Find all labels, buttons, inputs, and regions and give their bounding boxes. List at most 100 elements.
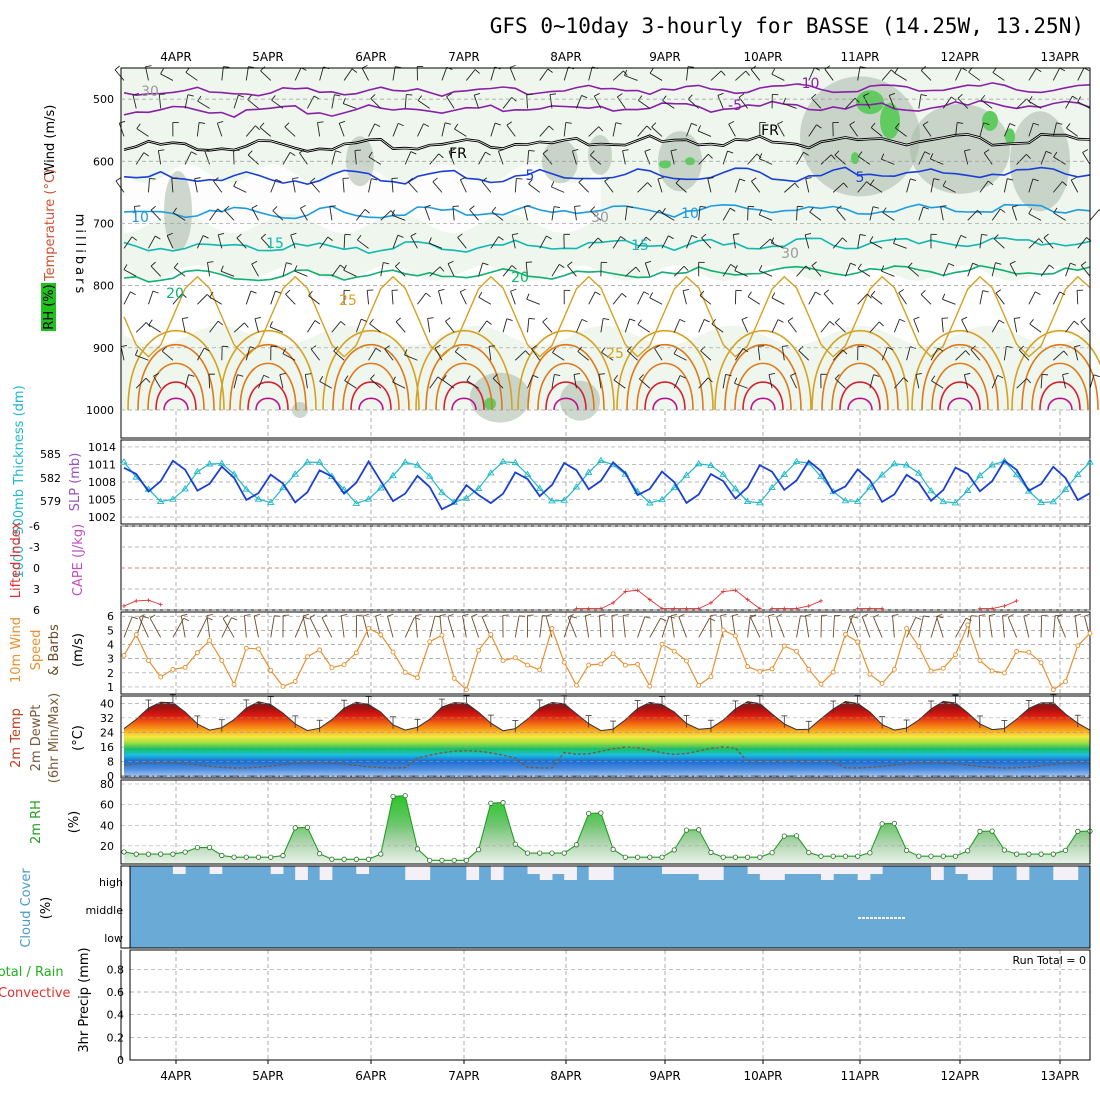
high-cloud-gap	[772, 866, 785, 880]
wind-barb	[882, 212, 895, 221]
contour-label: FR	[761, 123, 779, 139]
wind-barb	[915, 374, 920, 389]
wind-barb-flag	[604, 177, 610, 182]
wind-barb-flag	[651, 122, 657, 128]
wind-barb	[446, 96, 455, 109]
wind-barb-flag	[272, 206, 278, 212]
wind-barb-flag	[624, 69, 628, 76]
wind-barb	[506, 124, 516, 137]
high-cloud-gap	[747, 866, 761, 874]
wind-speed-point	[451, 675, 457, 681]
temp-tick-label: 8	[107, 756, 114, 769]
wind-speed-point	[855, 639, 861, 645]
wind-barb	[368, 123, 376, 137]
thickness-point	[438, 488, 446, 495]
surface-temp-contour	[750, 397, 776, 411]
wind-barb-flag	[741, 316, 748, 320]
wind-barb	[1077, 237, 1087, 249]
wind-barb	[542, 153, 553, 165]
wind-barb-flag	[697, 125, 701, 132]
wind-barb	[771, 319, 779, 333]
wind-barb-flag	[1032, 178, 1039, 182]
wind-barb	[750, 69, 761, 81]
thickness-point	[584, 468, 593, 475]
wind-barb-flag	[585, 613, 592, 617]
wind-barb-flag	[673, 348, 678, 355]
wind-barb	[1066, 127, 1079, 137]
wind-barb-flag	[887, 346, 894, 351]
wind-barb	[804, 234, 810, 249]
high-cloud-gap	[1053, 866, 1067, 880]
wind-barb	[670, 150, 675, 165]
wind-barb-flag	[995, 289, 1002, 294]
thickness-point	[963, 486, 972, 494]
contour-label: -5	[728, 98, 742, 114]
wind-barb-flag	[965, 350, 970, 356]
wind-barb-flag	[383, 262, 390, 265]
rh-frame	[120, 779, 1091, 865]
wind-barb	[790, 375, 797, 389]
wind-barb	[153, 375, 162, 389]
wind-barb	[236, 237, 247, 249]
wind-barb-flag	[260, 233, 267, 239]
wind-barb	[612, 70, 624, 81]
wind-barb	[329, 206, 333, 221]
wind-barb	[930, 616, 938, 638]
wind-speed-point	[243, 645, 249, 651]
li-point	[1014, 598, 1019, 603]
wind-barb	[196, 347, 205, 361]
wind-barb-flag	[439, 266, 445, 272]
wind-barb	[1007, 616, 1018, 638]
wind-barb	[184, 94, 189, 109]
wind-barb-flag	[770, 237, 775, 244]
wind-barb	[574, 206, 577, 221]
wind-speed-point	[170, 666, 176, 672]
wind-barb	[1009, 263, 1018, 277]
thickness-point	[315, 458, 324, 465]
wind-barb	[991, 375, 999, 389]
wind-barb	[185, 72, 198, 81]
wind-barb-flag	[1059, 291, 1066, 296]
wind-barb-flag	[615, 122, 622, 125]
wind-barb	[1028, 238, 1040, 249]
wind-barb-flag	[478, 291, 483, 298]
wind-speed-point	[146, 658, 151, 663]
high-cloud-gap	[564, 866, 577, 880]
wind-barb	[661, 235, 669, 249]
wind-barb-flag	[997, 374, 1004, 379]
wind-speed-point	[732, 633, 738, 639]
wind-barb	[995, 292, 1005, 305]
wind-barb	[415, 615, 418, 638]
rh-point	[842, 853, 849, 859]
wind-barb-flag	[351, 68, 358, 73]
wind-barb-flag	[516, 177, 523, 180]
wind-barb	[698, 377, 709, 389]
rh-point	[1050, 851, 1056, 857]
wind-barb	[172, 293, 183, 305]
rh-tick-label: 60	[100, 799, 114, 812]
wind-barb-flag	[432, 177, 438, 183]
wind-barb-flag	[936, 613, 943, 617]
wind-barb	[343, 269, 357, 277]
wind-barb-flag	[194, 177, 201, 180]
cloud-frame	[120, 865, 1091, 949]
wind-speed-point	[696, 682, 702, 688]
wind-barb	[1011, 206, 1018, 221]
wind-barb	[857, 293, 868, 305]
wind-barb	[1028, 101, 1042, 109]
wind-barb-flag	[872, 206, 879, 209]
wind-barb	[391, 290, 394, 305]
wind-barb-flag	[237, 374, 244, 377]
wind-barb-flag	[1093, 374, 1100, 378]
wind-barb	[387, 616, 394, 638]
wind-barb	[542, 321, 553, 333]
wind-barb-flag	[707, 377, 713, 383]
wind-barb-flag	[972, 262, 979, 266]
wind-barb-flag	[565, 122, 572, 124]
wind-barb	[906, 346, 911, 361]
wind-barb	[1052, 291, 1061, 305]
wind-barb-flag	[758, 345, 765, 347]
wind-barb	[881, 270, 895, 277]
wind-barb	[588, 126, 600, 137]
wind-barb	[526, 94, 528, 109]
